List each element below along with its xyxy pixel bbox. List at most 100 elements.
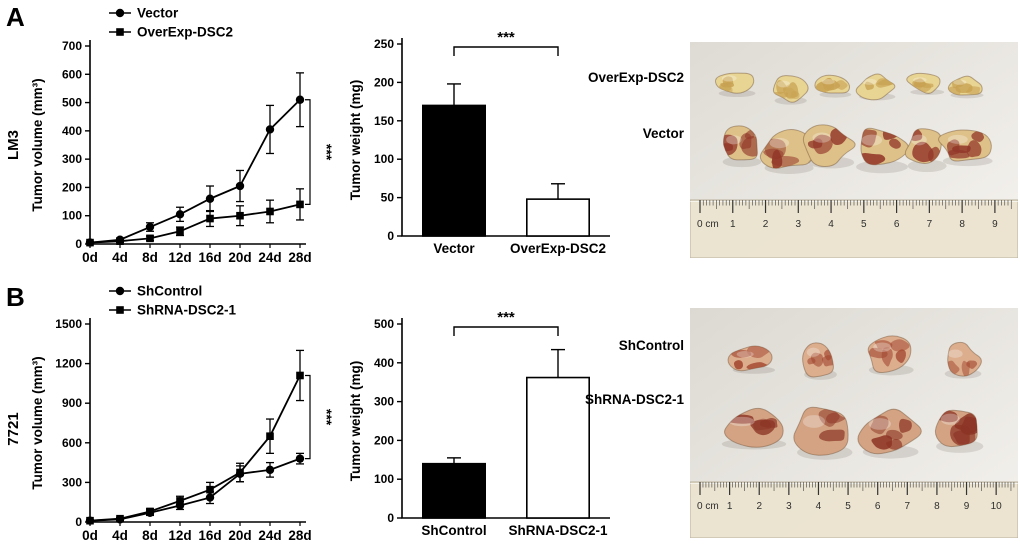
chart-text: *** (319, 144, 335, 161)
chart-text: 0 (387, 511, 394, 525)
chart-text: 300 (62, 475, 82, 489)
photo-row-label-vector: Vector (642, 126, 684, 141)
chart-text: 20d (228, 250, 251, 265)
chart-text: 300 (62, 152, 82, 166)
chart-text: 1200 (55, 357, 82, 371)
ruler-number: 4 (816, 501, 822, 512)
chart-text: Vector (137, 6, 179, 21)
chart-text: 4d (112, 528, 128, 543)
ruler-number: 5 (845, 501, 851, 512)
tumor-volume-line-chart-lm3: 0 100 200 300 400 500 600 700 0d 4d 8d 12d 16d 20d 24d… (26, 2, 338, 274)
tumor-weight-bar-chart-7721: 0 100 200 300 400 500 Tumor weight (mg) ShContr… (344, 288, 624, 548)
bar-OverExp-DSC2 (526, 183, 591, 237)
tumor (947, 75, 984, 99)
tumor (814, 74, 852, 98)
chart-text: 24d (258, 528, 281, 543)
chart-text: 600 (62, 67, 82, 81)
chart-text: 28d (288, 250, 311, 265)
square-marker (146, 507, 154, 516)
square-marker (206, 485, 214, 494)
y-axis-label: Tumor volume (mm³) (30, 78, 45, 211)
tumor (855, 73, 896, 101)
chart-text: 900 (62, 396, 82, 410)
series-ShControl (85, 452, 305, 525)
chart-text: 8d (142, 250, 158, 265)
series-OverExp-DSC2 (86, 188, 304, 247)
square-marker (206, 214, 214, 223)
chart-text: *** (319, 409, 335, 426)
square-marker (116, 237, 124, 245)
chart-text: 16d (198, 528, 221, 543)
tumor (944, 341, 982, 379)
ruler: 0 cm 1 2 3 4 5 6 7 8 9 10 (690, 481, 1018, 538)
chart-text: 100 (62, 209, 82, 223)
tumor (714, 72, 756, 98)
chart-text: 1500 (55, 317, 82, 331)
square-marker (86, 238, 94, 247)
ruler-number: 9 (992, 219, 998, 230)
tumor (867, 335, 914, 376)
circle-marker (265, 125, 275, 134)
circle-marker (205, 493, 215, 502)
chart-text: 100 (374, 472, 394, 486)
photo-row-label-shcontrol: ShControl (618, 338, 684, 353)
square-marker (266, 207, 274, 216)
ruler-number: 6 (894, 219, 900, 230)
y-axis-label: Tumor weight (mg) (348, 361, 363, 482)
chart-text: 150 (374, 114, 394, 128)
line-chart-svg: 0 300 600 900 1200 1500 0d 4d 8d 12d 16d 20d 24d 28d T… (30, 284, 335, 544)
chart-text: 200 (374, 433, 394, 447)
chart-text: 28d (288, 528, 311, 543)
chart-text: 50 (381, 191, 395, 205)
ruler-number: 5 (861, 219, 867, 230)
panel-a-label: A (6, 2, 25, 32)
photo-svg: 0 cm 1 2 3 4 5 6 7 8 9 10 (690, 308, 1018, 538)
line-chart-svg: 0 100 200 300 400 500 600 700 0d 4d 8d 12d 16d 20d 24d… (30, 6, 335, 266)
legend: ShControl ShRNA-DSC2-1 (109, 284, 237, 318)
legend: Vector OverExp-DSC2 (109, 6, 233, 40)
chart-text: ShRNA-DSC2-1 (508, 523, 608, 538)
bar-ShControl (422, 457, 487, 519)
chart-text: *** (497, 309, 515, 326)
circle-marker (205, 194, 215, 203)
chart-text: 12d (168, 250, 191, 265)
chart-text: 0 (75, 237, 82, 251)
bar-chart-svg: 0 50 100 150 200 250 Tumor weight (mg) Vector Ov… (348, 29, 610, 256)
chart-text: OverExp-DSC2 (510, 241, 606, 256)
circle-marker (295, 454, 305, 463)
significance-marker: *** (453, 29, 559, 56)
ruler-number: 8 (934, 501, 940, 512)
square-marker (236, 468, 244, 477)
ruler-number: 7 (905, 501, 911, 512)
chart-text: ShControl (137, 284, 202, 299)
tumor (904, 128, 947, 173)
tumor (857, 408, 922, 459)
chart-text: 4d (112, 250, 128, 265)
square-marker (176, 227, 184, 236)
ruler: 0 cm 1 2 3 4 5 6 7 8 9 (690, 199, 1018, 258)
series-Vector (85, 72, 305, 247)
significance-marker: *** (305, 374, 335, 460)
photo-row-label-overexp-dsc2: OverExp-DSC2 (587, 70, 684, 85)
ruler-number: 9 (964, 501, 970, 512)
tumor-photo-lm3: 0 cm 1 2 3 4 5 6 7 8 9 (690, 42, 1018, 258)
chart-text: 20d (228, 528, 251, 543)
tumor (722, 125, 762, 168)
chart-text: 100 (374, 152, 394, 166)
chart-text: OverExp-DSC2 (137, 25, 233, 40)
chart-text: 0d (82, 528, 98, 543)
tumor (772, 75, 809, 105)
circle-marker (145, 222, 155, 232)
cell-line-label-7721: 7721 (5, 412, 22, 446)
bar-Vector (422, 83, 487, 237)
chart-text: 400 (62, 124, 82, 138)
chart-text: ShRNA-DSC2-1 (137, 303, 237, 318)
ruler-number: 8 (959, 219, 965, 230)
square-marker (296, 200, 304, 209)
chart-text: 8d (142, 528, 158, 543)
chart-text: 0d (82, 250, 98, 265)
ruler-number: 1 (727, 501, 733, 512)
tumor (802, 342, 837, 380)
square-marker (236, 211, 244, 220)
chart-text: 24d (258, 250, 281, 265)
